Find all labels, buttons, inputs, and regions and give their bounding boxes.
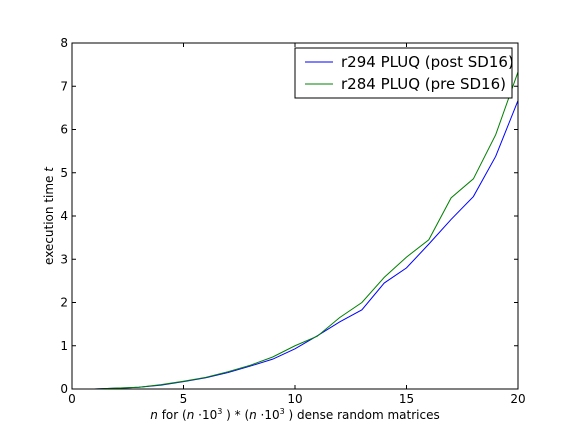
y-tick-label: 2 bbox=[60, 296, 68, 310]
y-tick-label: 7 bbox=[60, 79, 68, 93]
x-tick-label: 10 bbox=[287, 392, 302, 406]
legend-label-r294: r294 PLUQ (post SD16) bbox=[341, 53, 514, 71]
y-axis-label: execution time t bbox=[42, 166, 56, 265]
y-tick-label: 8 bbox=[60, 36, 68, 50]
x-tick-label: 20 bbox=[510, 392, 525, 406]
y-tick-label: 3 bbox=[60, 252, 68, 266]
ticks-layer: 0 5 10 15 20 0 1 2 3 4 5 6 7 8 bbox=[60, 36, 525, 406]
y-tick-label: 4 bbox=[60, 209, 68, 223]
series-layer bbox=[94, 71, 519, 390]
y-tick-label: 1 bbox=[60, 339, 68, 353]
legend-label-r284: r284 PLUQ (pre SD16) bbox=[341, 75, 506, 93]
y-tick-label: 6 bbox=[60, 123, 68, 137]
series-line-0 bbox=[94, 100, 519, 390]
legend: r294 PLUQ (post SD16) r284 PLUQ (pre SD1… bbox=[294, 47, 514, 99]
y-tick-label: 0 bbox=[60, 382, 68, 396]
legend-box bbox=[294, 47, 513, 99]
x-tick-label: 0 bbox=[68, 392, 76, 406]
x-tick-label: 15 bbox=[399, 392, 414, 406]
x-axis-label: n for (n ·103 ) * (n ·103 ) dense random… bbox=[150, 407, 439, 422]
y-tick-label: 5 bbox=[60, 166, 68, 180]
x-tick-label: 5 bbox=[180, 392, 188, 406]
series-line-1 bbox=[94, 71, 519, 390]
